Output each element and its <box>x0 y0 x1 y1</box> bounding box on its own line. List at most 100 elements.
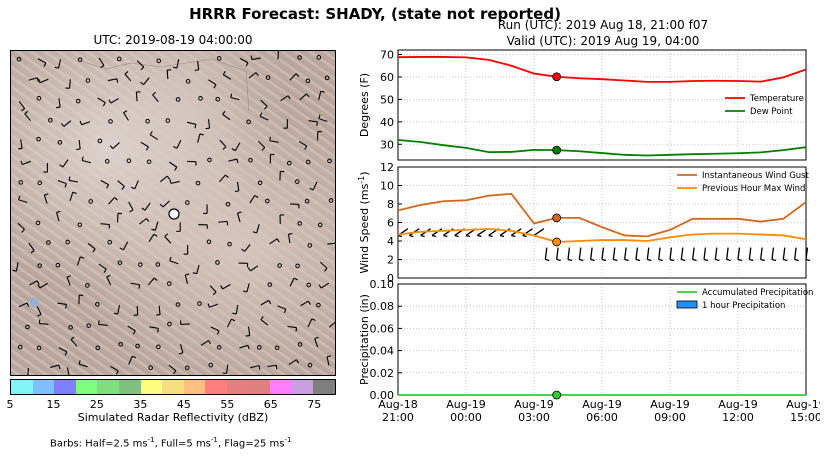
wind-barb <box>239 344 249 349</box>
y-axis-label: Wind Speed (ms-1) <box>357 171 371 273</box>
calm-wind-circle <box>88 199 94 204</box>
wind-barb-feather <box>21 229 25 233</box>
calm-wind-circle <box>65 239 70 245</box>
wind-barb <box>658 247 661 260</box>
calm-wind-circle <box>198 96 203 101</box>
wind-barb <box>130 282 140 286</box>
calm-wind-circle <box>265 198 270 204</box>
colorbar-swatch <box>313 380 335 394</box>
calm-wind-circle <box>156 58 162 64</box>
wind-barb <box>328 321 335 328</box>
wind-barb-feather <box>311 318 316 322</box>
wind-barb-feather <box>465 234 471 238</box>
calm-wind-circle <box>118 341 123 347</box>
wind-barb-feather <box>409 234 414 238</box>
wind-barb <box>208 119 211 129</box>
legend-label: Previous Hour Max Wind <box>702 184 805 194</box>
calm-wind-circle <box>36 345 42 351</box>
wind-barb <box>260 319 269 326</box>
wind-barb <box>58 98 61 108</box>
series-line <box>397 139 807 157</box>
wind-barb-feather <box>726 258 731 262</box>
calm-wind-circle <box>75 98 81 104</box>
calm-wind-circle <box>175 302 181 307</box>
wind-barb-feather <box>669 258 675 262</box>
calm-wind-circle <box>184 365 190 371</box>
wind-barb <box>62 159 69 168</box>
wind-barb-feather <box>140 81 144 86</box>
wind-barb <box>152 94 159 103</box>
wind-barb <box>108 197 116 205</box>
wind-barb <box>288 359 297 366</box>
chart-panel-3: 0.00 0.02 0.04 0.06 0.08 0.10 Precipitation (i… <box>358 278 820 424</box>
y-tick-label: 0.08 <box>370 300 395 313</box>
wind-barb <box>234 142 241 151</box>
wind-barb <box>692 247 695 260</box>
wind-barb <box>209 285 217 293</box>
wind-barb-feather <box>805 258 811 262</box>
wind-barb <box>98 57 105 66</box>
calm-wind-circle <box>166 281 172 286</box>
chart-panel-2: 0 2 4 6 8 10 12 Wind Speed (ms-1) Instantaneous … <box>357 161 811 285</box>
wind-barb-feather <box>106 274 111 278</box>
calm-wind-circle <box>316 55 322 60</box>
wind-barb <box>159 175 168 183</box>
wind-barb <box>58 347 68 353</box>
wind-barb-feather <box>579 258 584 262</box>
calm-wind-circle <box>316 302 321 308</box>
wind-barb-feather <box>169 256 172 261</box>
wind-barb-feather <box>771 258 777 262</box>
wind-barb <box>726 247 729 260</box>
wind-barb <box>312 181 318 191</box>
calm-wind-circle <box>185 200 190 205</box>
calm-wind-circle <box>307 362 313 368</box>
calm-wind-circle <box>116 56 122 62</box>
calm-wind-circle <box>216 56 222 61</box>
wind-barb <box>714 247 718 260</box>
y-tick-label: 50 <box>380 93 394 106</box>
calm-wind-circle <box>197 301 202 306</box>
wind-barb-feather <box>737 258 743 262</box>
legend-label: Accumulated Precipitation <box>702 288 813 298</box>
wind-barb-feather <box>511 234 516 238</box>
wind-barb-feather <box>199 133 204 136</box>
calm-wind-circle <box>36 136 41 142</box>
wind-barb <box>138 218 147 225</box>
calm-wind-circle <box>294 179 300 184</box>
wind-barb <box>27 367 29 375</box>
wind-barb <box>66 276 71 286</box>
colorbar-label: Simulated Radar Reflectivity (dBZ) <box>77 411 269 424</box>
wind-barb <box>533 228 545 236</box>
y-tick-label: 0.04 <box>370 345 395 358</box>
wind-barb-feather <box>306 93 310 98</box>
calm-wind-circle <box>185 79 191 84</box>
wind-barb <box>82 159 92 164</box>
wind-barb <box>117 180 125 187</box>
wind-barb <box>87 243 96 250</box>
calm-wind-circle <box>17 344 23 350</box>
calm-wind-circle <box>307 243 313 248</box>
water-body <box>29 297 39 308</box>
wind-barb-feather <box>556 258 561 262</box>
wind-barb-feather <box>230 93 233 98</box>
y-tick-label: 4 <box>387 235 394 248</box>
wind-barb <box>135 92 138 102</box>
y-tick-label: 0 <box>387 272 394 285</box>
wind-barb-feather <box>237 211 242 214</box>
wind-barb-feather <box>131 355 137 359</box>
wind-barb <box>289 277 295 287</box>
wind-barb-feather <box>323 267 328 272</box>
wind-barb-feather <box>601 258 607 262</box>
wind-barb <box>269 140 279 143</box>
y-tick-label: 10 <box>380 180 394 193</box>
y-tick-label: 8 <box>387 198 394 211</box>
calm-wind-circle <box>274 345 280 351</box>
calm-wind-circle <box>57 140 63 145</box>
wind-barb <box>39 282 48 289</box>
wind-barb <box>184 274 189 284</box>
colorbar-swatch <box>11 380 33 394</box>
x-tick-label: 09:00 <box>654 411 686 424</box>
colorbar-tick-label: 15 <box>46 398 61 411</box>
wind-barb <box>326 356 330 366</box>
wind-barb <box>737 247 741 260</box>
